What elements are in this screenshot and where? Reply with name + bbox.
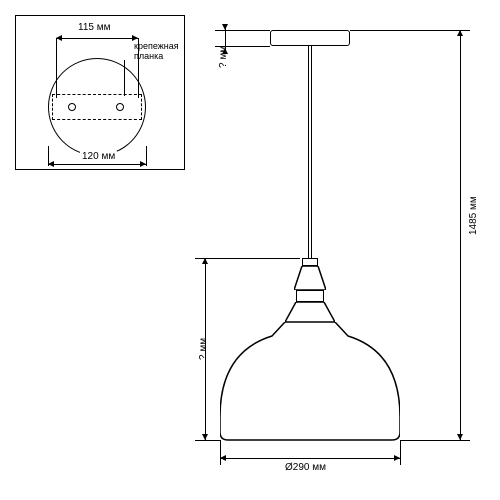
- dim-dia-line: [220, 458, 400, 459]
- dim-total-line: [460, 30, 461, 440]
- dim-total-arrow-u: [457, 30, 463, 36]
- ceiling-cap: [270, 30, 350, 46]
- inset-bot-ext-r: [146, 146, 147, 166]
- dim-dia-arrow-r: [394, 455, 400, 461]
- plate-label-line1: крепежная: [134, 41, 179, 51]
- inset-bot-dim-line: [48, 164, 146, 165]
- dim-cap-label: ? мм: [218, 46, 229, 68]
- dim-cap-ext-top: [215, 30, 270, 31]
- plate-label-line2: планка: [134, 51, 163, 61]
- inset-top-dim-line: [56, 38, 138, 39]
- dim-shade-label: ? мм: [198, 338, 209, 360]
- diagram-container: 115 мм крепежная планка 120 мм: [0, 0, 500, 500]
- cord: [308, 46, 312, 258]
- dim-total-ext-top: [350, 30, 470, 31]
- dim-dia-ext-l: [220, 440, 221, 465]
- socket-flare: [285, 302, 335, 322]
- dim-total-ext-bot: [400, 440, 470, 441]
- inset-plate-label: крепежная планка: [134, 42, 179, 62]
- dim-dia-label: Ø290 мм: [285, 462, 326, 473]
- dim-total-arrow-d: [457, 434, 463, 440]
- dim-total-label: 1485 мм: [468, 196, 479, 235]
- dim-dia-arrow-l: [220, 455, 226, 461]
- dim-shade-arrow-u: [202, 258, 208, 264]
- inset-bot-ext-l: [48, 146, 49, 166]
- socket-cone: [294, 266, 326, 290]
- dim-shade-arrow-d: [202, 434, 208, 440]
- socket-top-ring: [302, 258, 318, 266]
- inset-top-dim-label: 115 мм: [78, 22, 110, 33]
- inset-mounting-plate: [52, 94, 142, 120]
- inset-hole-right: [116, 103, 124, 111]
- inset-detail-box: 115 мм крепежная планка 120 мм: [15, 15, 185, 170]
- dim-cap-arrow-u: [222, 24, 228, 30]
- dim-shade-ext-bot: [195, 440, 220, 441]
- socket-collar: [296, 290, 324, 302]
- inset-bot-dim-label: 120 мм: [80, 151, 117, 162]
- dim-shade-ext-top: [195, 258, 300, 259]
- inset-hole-left: [68, 103, 76, 111]
- lamp-shade: [220, 322, 400, 452]
- dim-dia-ext-r: [400, 440, 401, 465]
